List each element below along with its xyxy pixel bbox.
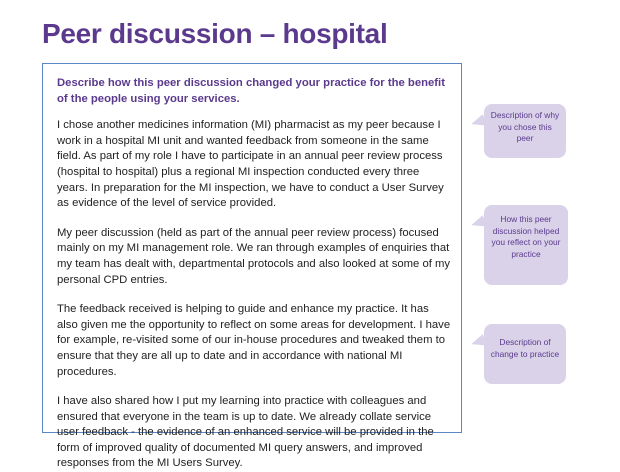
callout: Description of change to practice: [484, 324, 566, 384]
title: Peer discussion – hospital: [42, 18, 388, 49]
paragraph: I chose another medicines information (M…: [57, 119, 444, 210]
callout: How this peer discussion helped you refl…: [484, 205, 568, 285]
page: {"title": "Peer discussion \u2013 hospit…: [0, 0, 620, 420]
callout: Description of why you chose this peer: [484, 104, 566, 158]
question: Describe how this peer discussion change…: [57, 77, 445, 105]
paragraph: I have also shared how I put my learning…: [57, 395, 434, 470]
paragraph: The feedback received is helping to guid…: [57, 303, 451, 378]
answer-box: Describe how this peer discussion change…: [42, 63, 462, 469]
paragraph: My peer discussion (held as part of the …: [57, 226, 451, 286]
